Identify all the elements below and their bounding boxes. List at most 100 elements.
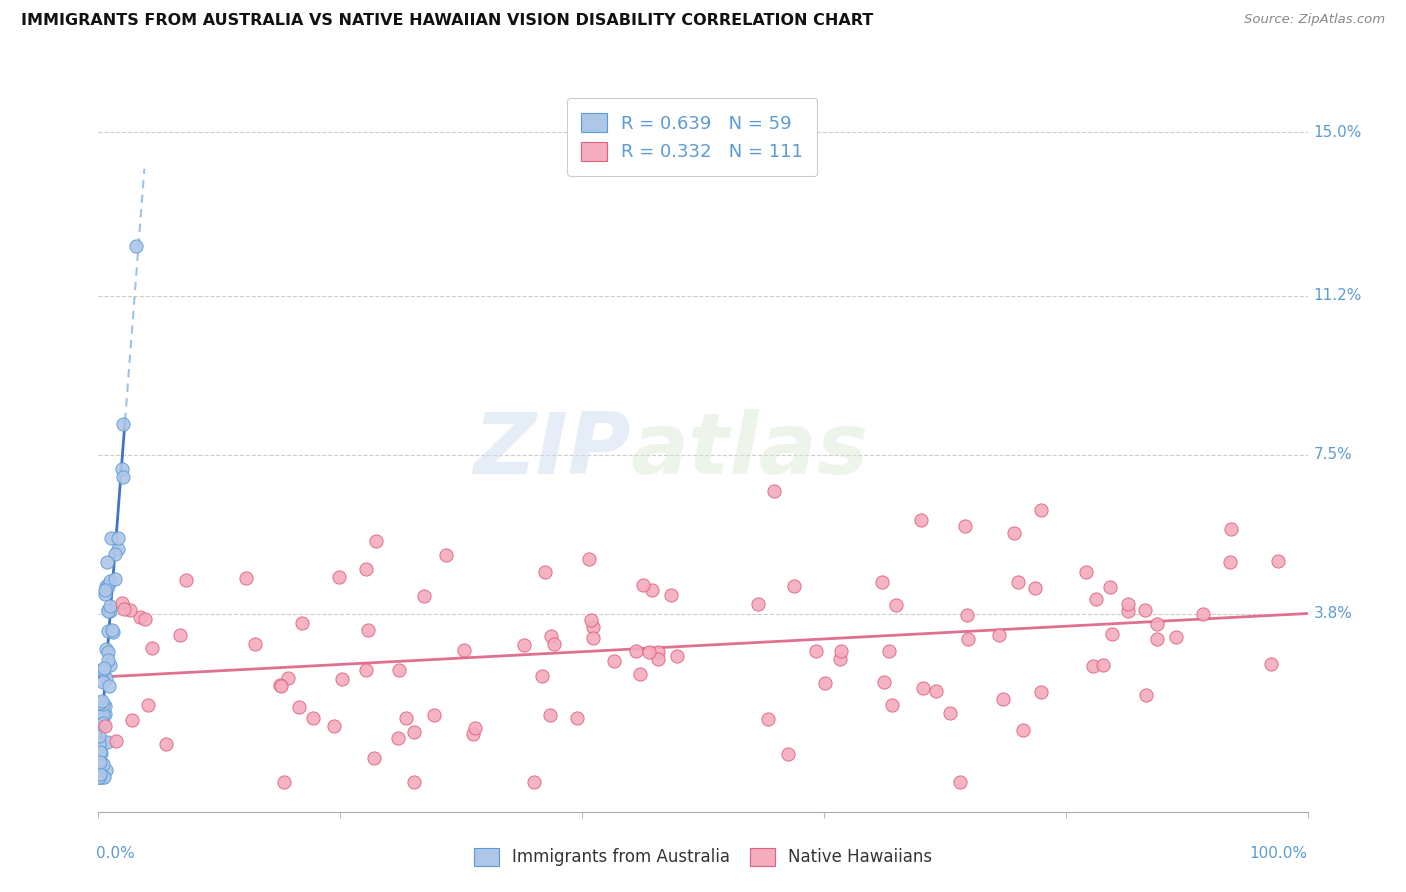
Point (1220, 522, 1243, 536)
Point (1146, 616, 1168, 631)
Point (101, 624, 124, 638)
Point (100, 531, 122, 545)
Point (1146, 632, 1168, 647)
Point (97, 604, 120, 618)
Point (1083, 659, 1105, 673)
Point (89, 696, 111, 710)
Point (94, 763, 117, 777)
Point (273, 774, 295, 789)
Point (578, 552, 600, 566)
Point (291, 615, 314, 630)
Point (89, 764, 111, 778)
Point (104, 547, 127, 561)
Point (626, 644, 648, 658)
Point (111, 461, 134, 475)
Point (111, 596, 134, 610)
Point (90, 694, 112, 708)
Point (1024, 581, 1046, 595)
Point (534, 565, 557, 579)
Point (956, 607, 979, 622)
Point (89, 745, 111, 759)
Point (1099, 580, 1122, 594)
Point (89, 770, 111, 784)
Point (387, 731, 409, 746)
Point (89, 755, 111, 769)
Text: 11.2%: 11.2% (1313, 288, 1362, 303)
Point (91, 770, 114, 784)
Text: 3.8%: 3.8% (1313, 607, 1353, 622)
Point (910, 513, 932, 527)
Point (1007, 574, 1029, 589)
Point (103, 625, 125, 640)
Point (463, 727, 485, 741)
Point (328, 570, 350, 584)
Point (1135, 688, 1157, 702)
Point (128, 609, 150, 624)
Point (90, 746, 112, 760)
Point (136, 698, 159, 713)
Point (957, 632, 980, 646)
Point (659, 588, 682, 602)
Point (98, 574, 121, 588)
Point (582, 631, 605, 645)
Point (111, 417, 134, 432)
Point (107, 531, 129, 545)
Point (886, 599, 908, 613)
Text: atlas: atlas (630, 409, 869, 492)
Point (97, 603, 120, 617)
Point (1091, 658, 1114, 673)
Point (155, 737, 177, 751)
Point (124, 239, 146, 253)
Point (880, 698, 903, 713)
Text: 0.0%: 0.0% (96, 847, 135, 861)
Point (1116, 604, 1139, 618)
Point (87, 737, 110, 751)
Point (603, 654, 626, 668)
Point (93, 661, 115, 675)
Point (89, 717, 111, 731)
Point (93, 674, 115, 689)
Point (666, 648, 689, 663)
Point (134, 612, 156, 626)
Point (628, 667, 651, 681)
Point (357, 623, 380, 637)
Point (89, 770, 111, 784)
Point (94, 587, 117, 601)
Point (87, 755, 110, 769)
Point (176, 573, 198, 587)
Point (91, 707, 114, 722)
Point (107, 541, 129, 556)
Point (877, 644, 900, 658)
Point (873, 675, 896, 690)
Point (121, 713, 143, 727)
Point (97, 645, 120, 659)
Point (354, 663, 377, 677)
Point (111, 469, 134, 483)
Point (1029, 685, 1052, 699)
Point (91, 756, 114, 771)
Text: 7.5%: 7.5% (1313, 447, 1353, 462)
Point (97, 579, 120, 593)
Point (366, 533, 388, 548)
Point (354, 562, 377, 576)
Point (1219, 555, 1241, 569)
Point (565, 711, 588, 725)
Point (87, 770, 110, 784)
Text: Source: ZipAtlas.com: Source: ZipAtlas.com (1244, 13, 1385, 27)
Point (783, 579, 806, 593)
Point (512, 638, 534, 652)
Point (94, 583, 117, 598)
Point (953, 518, 976, 533)
Point (243, 637, 266, 651)
Point (402, 774, 425, 789)
Y-axis label: Vision Disability: Vision Disability (0, 390, 7, 511)
Point (288, 699, 311, 714)
Point (453, 643, 475, 657)
Point (413, 589, 436, 603)
Point (277, 671, 299, 685)
Point (90, 697, 112, 711)
Point (94, 699, 117, 714)
Point (323, 719, 346, 733)
Point (169, 628, 191, 642)
Point (1084, 592, 1107, 607)
